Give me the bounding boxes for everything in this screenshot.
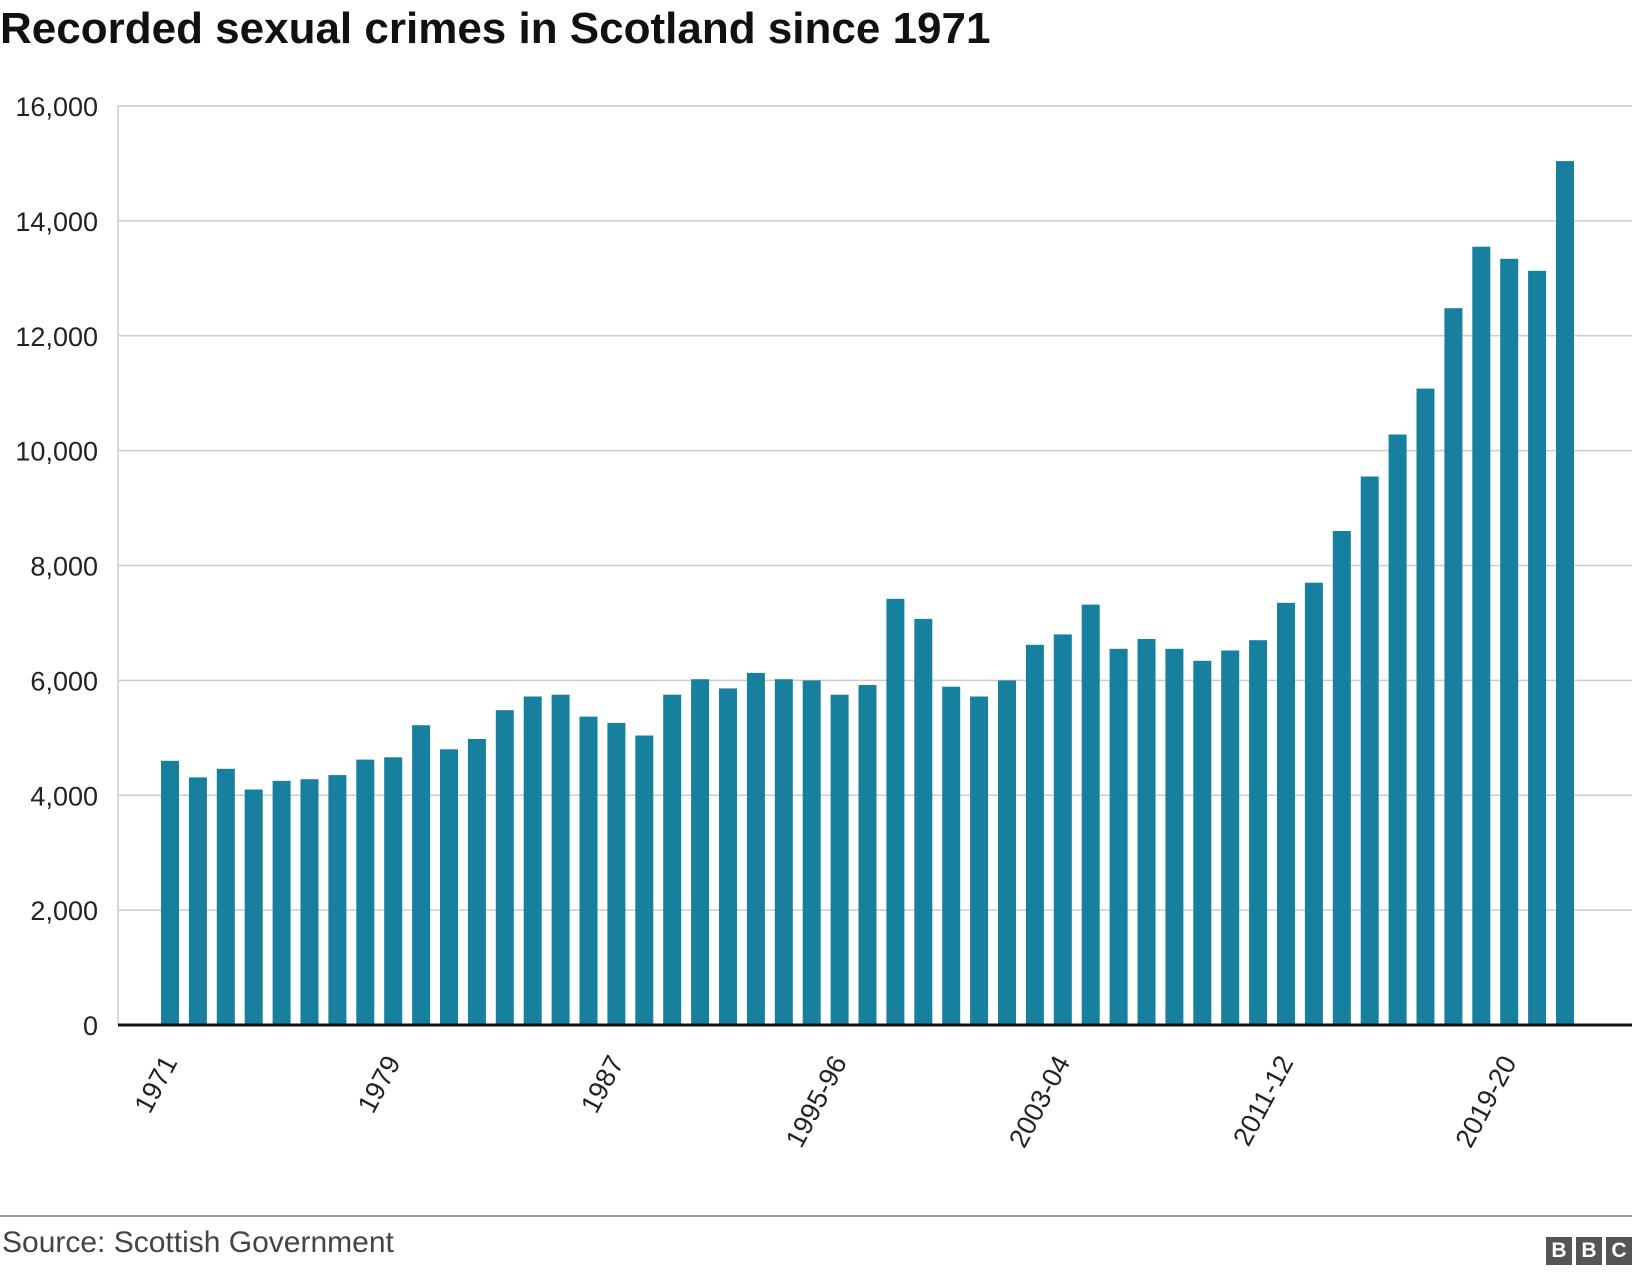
bar-chart: 0 2,000 4,000 6,000 8,000 10,000 12,000 14,000 1… (15, 92, 1632, 1153)
bbc-logo-letter: B (1576, 1237, 1602, 1265)
y-tick-label: 2,000 (30, 896, 98, 926)
bar (1416, 388, 1435, 1026)
bar (272, 780, 291, 1025)
bar (1249, 640, 1268, 1025)
bar (746, 672, 765, 1025)
chart-title: Recorded sexual crimes in Scotland since… (0, 4, 991, 53)
bar (1025, 644, 1044, 1025)
bar (1165, 648, 1184, 1025)
bars (161, 161, 1574, 1026)
bar (886, 598, 905, 1025)
bar (1472, 246, 1491, 1025)
y-tick-label: 4,000 (30, 781, 98, 811)
bar (1137, 639, 1156, 1025)
bar (1304, 582, 1323, 1025)
source-note: Source: Scottish Government (2, 1226, 394, 1259)
bar (1053, 634, 1072, 1025)
bar (188, 777, 207, 1025)
bar (1360, 476, 1379, 1025)
bbc-logo: B B C (1546, 1237, 1632, 1265)
bar (635, 735, 654, 1025)
bar (328, 775, 347, 1025)
bar (1193, 660, 1212, 1025)
footer-divider (0, 1215, 1632, 1217)
x-tick-label: 1979 (352, 1051, 407, 1118)
bar (1500, 258, 1519, 1025)
x-tick-label: 1995-96 (780, 1051, 853, 1153)
y-tick-label: 0 (83, 1011, 98, 1041)
bar (802, 680, 821, 1025)
bar (412, 725, 431, 1025)
x-tick-label: 2011-12 (1227, 1051, 1299, 1151)
y-axis-ticks: 0 2,000 4,000 6,000 8,000 10,000 12,000 14,000 1… (15, 92, 98, 1041)
bar (579, 716, 598, 1025)
bar (1332, 531, 1351, 1025)
bar (719, 688, 737, 1025)
x-tick-label: 1971 (129, 1051, 184, 1118)
bar (858, 685, 877, 1025)
bar (1444, 308, 1463, 1025)
bar (161, 760, 179, 1025)
bar (523, 696, 542, 1025)
bar (467, 739, 486, 1025)
bar (551, 694, 570, 1025)
y-tick-label: 6,000 (30, 666, 98, 696)
bar (663, 694, 682, 1025)
bar (1221, 650, 1240, 1025)
bar (1556, 161, 1574, 1026)
bar (691, 679, 710, 1025)
bar (216, 768, 235, 1025)
y-tick-label: 16,000 (15, 92, 98, 122)
bar (942, 686, 961, 1025)
bbc-logo-letter: B (1546, 1237, 1572, 1265)
y-tick-label: 8,000 (30, 552, 98, 582)
x-tick-label: 1987 (575, 1051, 630, 1118)
bar (1081, 604, 1100, 1025)
bar (440, 749, 458, 1025)
bar (998, 680, 1016, 1025)
bar (607, 722, 626, 1025)
bar (495, 710, 514, 1025)
x-tick-label: 2019-20 (1449, 1051, 1522, 1153)
bar (356, 759, 375, 1025)
bar (970, 696, 989, 1025)
bar (1277, 602, 1295, 1025)
bar (830, 694, 849, 1025)
bar (384, 757, 403, 1025)
bar (1528, 270, 1547, 1025)
x-axis-ticks: 1971 1979 1987 1995-96 2003-04 2011-12 2019-20 (129, 1051, 1523, 1153)
y-tick-label: 12,000 (15, 322, 98, 352)
bar (1109, 648, 1128, 1025)
bar (300, 779, 319, 1025)
bar (1388, 434, 1407, 1025)
bar (244, 789, 263, 1025)
bbc-logo-letter: C (1606, 1237, 1632, 1265)
bar (914, 618, 933, 1025)
x-tick-label: 2003-04 (1003, 1051, 1076, 1153)
y-tick-label: 14,000 (15, 207, 98, 237)
y-tick-label: 10,000 (15, 437, 98, 467)
bar (774, 679, 793, 1025)
